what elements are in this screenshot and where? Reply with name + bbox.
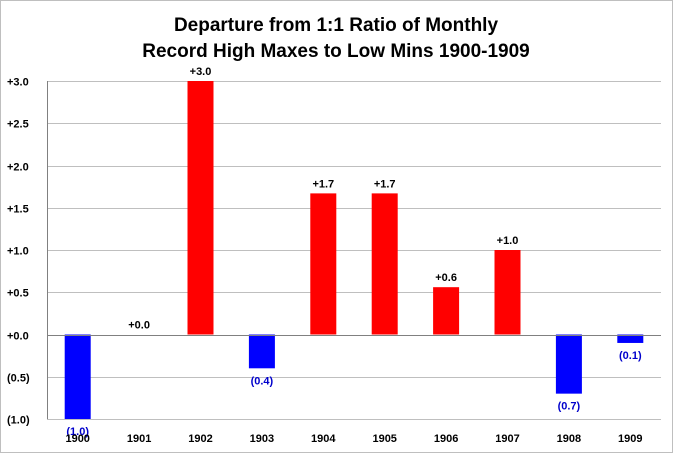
y-tick-label: +3.0 bbox=[7, 77, 29, 89]
x-tick-label: 1900 bbox=[65, 433, 89, 445]
data-label: +0.0 bbox=[128, 320, 150, 332]
data-label: +1.7 bbox=[312, 178, 334, 190]
y-tick-label: +1.0 bbox=[7, 246, 29, 258]
data-labels: (1.0) +0.0 +3.0 (0.4) +1.7 +1.7 +0.6 +1.0 (0.7) (… bbox=[66, 66, 642, 438]
bar-1900 bbox=[64, 334, 91, 419]
y-tick-label: +2.5 bbox=[7, 119, 29, 131]
data-label: (0.4) bbox=[251, 375, 274, 387]
bars bbox=[64, 81, 644, 419]
bar-1902 bbox=[187, 81, 214, 335]
chart-title-line-2: Record High Maxes to Low Mins 1900-1909 bbox=[142, 41, 530, 62]
x-tick-label: 1902 bbox=[188, 433, 212, 445]
data-label: (0.7) bbox=[558, 401, 581, 413]
y-tick-label: +0.5 bbox=[7, 288, 29, 300]
y-tick-label: +0.0 bbox=[7, 331, 29, 343]
y-axis-tick-labels: +3.0 +2.5 +2.0 +1.5 +1.0 +0.5 +0.0 (0.5) (1.0) bbox=[7, 77, 30, 427]
y-tick-label: +2.0 bbox=[7, 162, 29, 174]
x-tick-label: 1903 bbox=[250, 433, 274, 445]
data-label: +1.0 bbox=[497, 235, 519, 247]
x-tick-label: 1906 bbox=[434, 433, 458, 445]
data-label: +1.7 bbox=[374, 178, 396, 190]
bar-1905 bbox=[371, 193, 398, 335]
chart-title: Departure from 1:1 Ratio of Monthly Reco… bbox=[142, 15, 530, 62]
bar-1908 bbox=[555, 334, 582, 394]
data-label: +0.6 bbox=[435, 272, 457, 284]
y-tick-label: (0.5) bbox=[7, 373, 30, 385]
x-tick-label: 1905 bbox=[372, 433, 396, 445]
bar-1907 bbox=[494, 250, 521, 335]
x-tick-label: 1908 bbox=[557, 433, 581, 445]
data-label: +3.0 bbox=[190, 66, 212, 78]
gridlines bbox=[47, 81, 661, 420]
data-label: (1.0) bbox=[66, 426, 89, 438]
chart-title-line-1: Departure from 1:1 Ratio of Monthly bbox=[174, 15, 499, 36]
bar-1909 bbox=[617, 334, 644, 343]
y-tick-label: (1.0) bbox=[7, 415, 30, 427]
bar-1904 bbox=[310, 193, 337, 335]
y-tick-label: +1.5 bbox=[7, 204, 29, 216]
x-axis-tick-labels: 1900 1901 1902 1903 1904 1905 1906 1907 1908 1909 bbox=[65, 433, 642, 445]
x-tick-label: 1909 bbox=[618, 433, 642, 445]
bar-1906 bbox=[433, 287, 460, 335]
x-tick-label: 1901 bbox=[127, 433, 151, 445]
bar-1903 bbox=[248, 334, 275, 369]
x-tick-label: 1907 bbox=[495, 433, 519, 445]
x-tick-label: 1904 bbox=[311, 433, 336, 445]
data-label: (0.1) bbox=[619, 350, 642, 362]
